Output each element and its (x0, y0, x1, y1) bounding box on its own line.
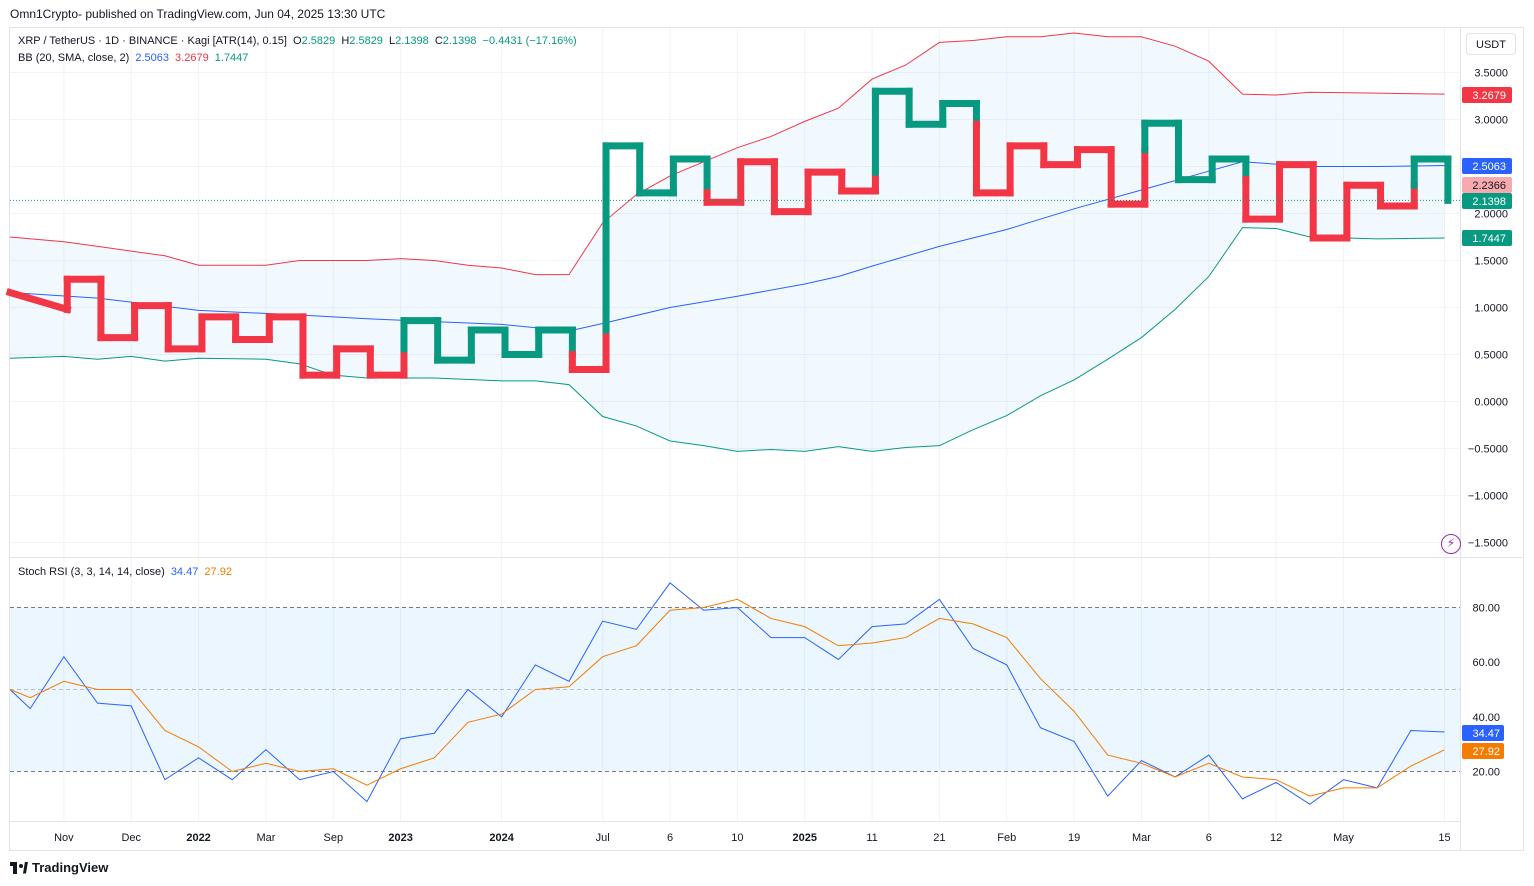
time-tick-label: Jul (596, 832, 610, 844)
currency-button[interactable]: USDT (1466, 33, 1516, 55)
tradingview-logo[interactable]: TradingView (10, 860, 108, 875)
stoch-tick-label: 20.00 (1472, 767, 1500, 779)
stoch-k-price-label: 34.47 (1472, 728, 1500, 740)
time-tick-label: 2022 (186, 832, 210, 844)
time-tick-label: 11 (866, 832, 877, 844)
stoch-k-value: 34.47 (170, 566, 199, 578)
change-value: −0.4431 (−17.16%) (482, 35, 577, 47)
bb-upper-price-label-bg (1462, 87, 1512, 103)
time-tick-label: Dec (121, 832, 141, 844)
time-tick-label: 19 (1068, 832, 1080, 844)
symbol-legend[interactable]: XRP / TetherUS · 1D · BINANCE · Kagi [AT… (18, 35, 580, 47)
stoch-rsi-pane (9, 582, 1460, 805)
bollinger-lines (9, 32, 1445, 452)
time-tick-label: Nov (54, 832, 74, 844)
time-tick-label: 6 (667, 832, 673, 844)
lightning-icon[interactable]: ⚡ (1441, 534, 1461, 554)
time-tick-label: Sep (323, 832, 343, 844)
time-tick-label: Feb (997, 832, 1016, 844)
price-tick-label: 3.0000 (1474, 115, 1508, 127)
time-tick-label: May (1333, 832, 1354, 844)
bb-basis-line (9, 161, 1445, 332)
price-tick-label: 0.5000 (1474, 350, 1508, 362)
bb-band-fill (10, 33, 1445, 452)
bb-basis-price-label-bg (1462, 158, 1512, 174)
bb-basis-price-label: 2.5063 (1472, 161, 1506, 173)
bb-title[interactable]: BB (20, SMA, close, 2) (18, 52, 130, 64)
price-tick-label: 2.0000 (1474, 209, 1508, 221)
kagi-series (5, 87, 1460, 379)
stoch-d-price-label: 27.92 (1472, 746, 1500, 758)
chart-frame (9, 27, 1524, 851)
time-tick-label: 2024 (489, 832, 514, 844)
bb-legend[interactable]: BB (20, SMA, close, 2) 2.5063 3.2679 1.7… (18, 52, 251, 64)
time-tick-label: 15 (1438, 832, 1450, 844)
price-tick-label: 1.0000 (1474, 303, 1508, 315)
stoch-d-price-label-bg (1462, 743, 1504, 759)
prev-price-label: 2.2366 (1472, 180, 1506, 192)
symbol-title[interactable]: XRP / TetherUS · 1D · BINANCE · Kagi [AT… (18, 35, 287, 47)
open-label: O (293, 35, 302, 47)
stoch-tick-label: 40.00 (1472, 712, 1500, 724)
publisher-line: Omn1Crypto- published on TradingView.com… (10, 7, 386, 21)
time-tick-label: 21 (933, 832, 945, 844)
tradingview-logo-icon (10, 861, 28, 874)
close-value: 2.1398 (442, 35, 477, 47)
high-value: 2.5829 (349, 35, 383, 47)
high-label: H (341, 35, 350, 47)
stoch-tick-label: 80.00 (1472, 603, 1500, 615)
open-value: 2.5829 (301, 35, 336, 47)
bb-upper-value: 3.2679 (175, 52, 209, 64)
last-price-label-bg (1462, 193, 1512, 209)
bollinger-band-fill (10, 33, 1445, 452)
time-tick-label: Mar (1132, 832, 1151, 844)
stoch-d-value: 27.92 (204, 566, 232, 578)
low-label: L (389, 35, 396, 47)
price-axis: 3.50003.00002.50002.00001.50001.00000.50… (1468, 68, 1508, 779)
time-tick-label: 2025 (792, 832, 816, 844)
stoch-legend[interactable]: Stoch RSI (3, 3, 14, 14, close) 34.47 27… (18, 566, 235, 578)
time-tick-label: Mar (256, 832, 275, 844)
grid (10, 28, 1524, 851)
stoch-k-price-label-bg (1462, 725, 1504, 741)
price-labels: 3.2679 2.5063 2.2366 2.1398 1.7447 34.47 27.92 (1462, 87, 1512, 759)
price-tick-label: −1.0000 (1468, 491, 1508, 503)
price-tick-label: −1.5000 (1468, 538, 1508, 550)
bb-upper-price-label: 3.2679 (1472, 90, 1506, 102)
stoch-title[interactable]: Stoch RSI (3, 3, 14, 14, close) (18, 566, 165, 578)
price-tick-label: −0.5000 (1468, 444, 1508, 456)
time-tick-label: 10 (731, 832, 743, 844)
close-label: C (434, 35, 443, 47)
prev-price-label-bg (1462, 177, 1512, 193)
bb-basis-value: 2.5063 (135, 52, 169, 64)
bb-lower-value: 1.7447 (214, 52, 249, 64)
price-tick-label: 3.5000 (1474, 68, 1508, 80)
time-tick-label: 6 (1206, 832, 1212, 844)
stoch-d-line (9, 598, 1445, 797)
last-price-label: 2.1398 (1472, 196, 1506, 208)
bb-lower-price-label-bg (1462, 230, 1512, 246)
low-value: 2.1398 (395, 35, 429, 47)
bb-upper-line (9, 32, 1445, 276)
time-tick-label: 2023 (388, 832, 412, 844)
kagi-segment (5, 288, 72, 314)
stoch-k-line (9, 582, 1445, 805)
time-tick-label: 12 (1270, 832, 1282, 844)
time-axis: Nov Dec 2022 Mar Sep 2023 2024 Jul 6 10 2025 11 21 Fe… (54, 832, 1451, 844)
price-tick-label: 1.5000 (1474, 256, 1508, 268)
stoch-tick-label: 60.00 (1472, 657, 1500, 669)
price-tick-label: 0.0000 (1474, 397, 1508, 409)
bb-lower-line (9, 227, 1445, 452)
tradingview-brand: TradingView (32, 860, 109, 875)
bb-lower-price-label: 1.7447 (1472, 233, 1506, 245)
